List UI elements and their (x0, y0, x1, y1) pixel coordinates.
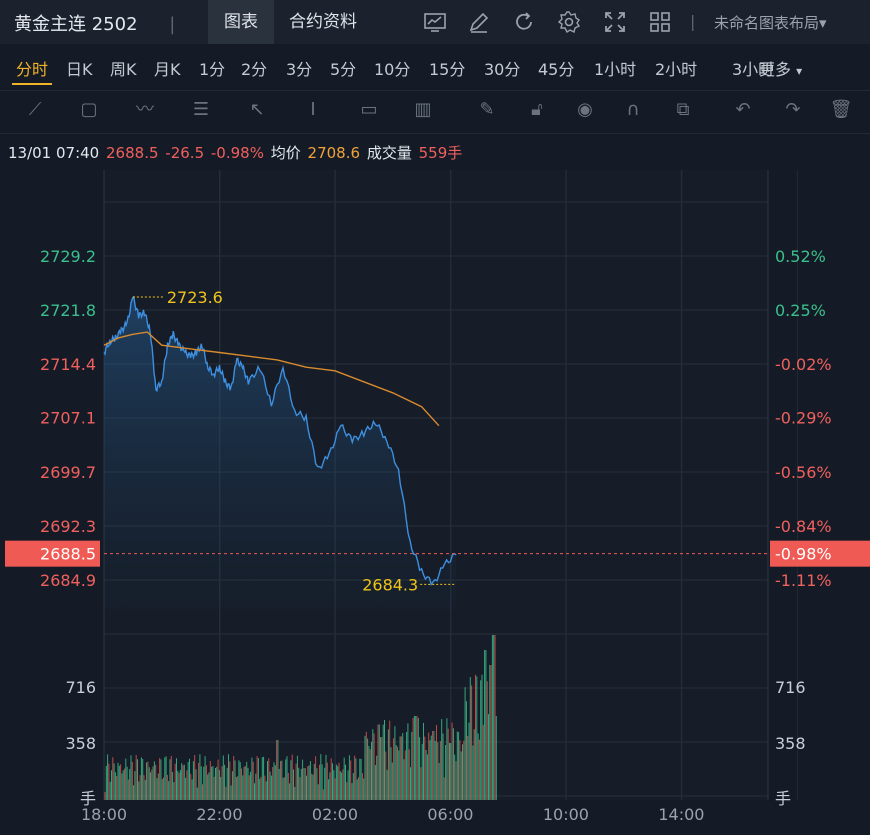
fib-icon[interactable]: ☰ (192, 99, 210, 120)
y-tick-label: 2699.7 (40, 463, 96, 482)
period-option-14[interactable]: 3小时 (732, 60, 775, 79)
title-separator: | (169, 14, 176, 35)
quote-change: -26.5 (165, 144, 205, 162)
volume-tick-label-left: 358 (65, 734, 96, 753)
avg-label: 均价 (270, 144, 301, 162)
instrument-name: 黄金主连 2502 (14, 14, 138, 35)
period-option-5[interactable]: 2分 (241, 60, 268, 79)
pct-tick-label: 0.25% (775, 301, 826, 320)
x-tick-label: 10:00 (543, 805, 589, 824)
refresh-icon[interactable] (512, 10, 536, 34)
rectangle-icon[interactable]: ▢ (80, 99, 98, 120)
redo-icon[interactable]: ↷ (785, 99, 801, 120)
volume-unit-left: 手 (80, 789, 96, 808)
lock-icon[interactable]: 🔓︎ (531, 99, 543, 120)
high-label: 2723.6 (167, 288, 223, 307)
pct-tick-label: -1.11% (775, 571, 832, 590)
quote-info-bar: 13/01 07:40 2688.5 -26.5 -0.98% 均价 2708.… (8, 142, 464, 163)
current-price-badge (5, 540, 100, 567)
magnet-icon[interactable]: ∩ (626, 99, 640, 120)
layers-icon[interactable]: ⧉ (676, 99, 690, 120)
period-option-10[interactable]: 30分 (484, 60, 521, 79)
quote-time: 13/01 07:40 (8, 144, 100, 162)
period-option-8[interactable]: 10分 (374, 60, 411, 79)
volume-value: 559手 (418, 144, 463, 162)
period-option-3[interactable]: 月K (154, 60, 181, 79)
instrument-title: 黄金主连 2502 | (14, 10, 175, 36)
chart-line-icon[interactable] (423, 10, 447, 34)
x-tick-label: 18:00 (81, 805, 127, 824)
arrow-icon[interactable]: ↖ (249, 99, 265, 120)
more-periods-button[interactable]: 更多 ▾ (759, 56, 802, 80)
text-cursor-icon[interactable]: Ⅰ (310, 99, 316, 120)
volume-tick-label-right: 358 (775, 734, 806, 753)
pct-tick-label: -0.29% (775, 409, 832, 428)
gear-icon[interactable] (557, 10, 581, 34)
grid-icon[interactable] (648, 10, 672, 34)
pct-tick-label: -0.02% (775, 355, 832, 374)
period-option-12[interactable]: 1小时 (594, 60, 637, 79)
volume-unit-right: 手 (775, 789, 791, 808)
avg-value: 2708.6 (307, 144, 361, 162)
y-tick-label: 2684.9 (40, 571, 96, 590)
pct-tick-label: -0.84% (775, 517, 832, 536)
intraday-chart[interactable]: 2723.6 2684.3 2729.2 0.52% 2721.8 0.25% 2714.4… (0, 170, 870, 835)
x-tick-label: 02:00 (312, 805, 358, 824)
chevron-down-icon: ▾ (796, 64, 803, 78)
period-intraday[interactable]: 分时 (16, 60, 49, 79)
layout-dropdown[interactable]: 未命名图表布局▾ (714, 12, 827, 33)
pct-tick-label: -0.56% (775, 463, 832, 482)
quote-change-pct: -0.98% (210, 144, 264, 162)
period-option-6[interactable]: 3分 (286, 60, 313, 79)
pct-tick-label: 0.52% (775, 247, 826, 266)
tab-chart[interactable]: 图表 (208, 0, 274, 44)
y-tick-label: 2721.8 (40, 301, 96, 320)
quote-price: 2688.5 (106, 144, 159, 162)
x-tick-label: 14:00 (658, 805, 704, 824)
pencil-icon[interactable] (467, 10, 491, 34)
period-option-11[interactable]: 45分 (538, 60, 575, 79)
volume-tick-label-right: 716 (775, 678, 806, 697)
low-label: 2684.3 (362, 575, 418, 594)
eye-icon[interactable]: ◉ (577, 99, 593, 120)
current-pct-badge (770, 540, 870, 567)
volume-tick-label-left: 716 (65, 678, 96, 697)
average-price-line (103, 331, 440, 427)
volume-label: 成交量 (366, 144, 412, 162)
y-tick-label: 2692.3 (40, 517, 96, 536)
x-tick-label: 22:00 (196, 805, 242, 824)
period-option-2[interactable]: 周K (110, 60, 137, 79)
y-tick-label: 2707.1 (40, 409, 96, 428)
label-icon[interactable]: ▭ (360, 99, 378, 120)
drawing-toolbar (0, 90, 870, 134)
more-label: 更多 (759, 60, 792, 79)
header-separator: | (690, 12, 696, 31)
trend-line-icon[interactable]: ⟋ (28, 99, 42, 120)
active-period-underline (12, 83, 52, 85)
y-tick-label: 2729.2 (40, 247, 96, 266)
undo-icon[interactable]: ↶ (735, 99, 751, 120)
price-line (103, 295, 457, 586)
layout-label: 未命名图表布局 (714, 14, 820, 32)
chevron-down-icon: ▾ (819, 14, 827, 32)
brush-icon[interactable]: ✎ (479, 99, 495, 120)
current-pct-text: -0.98% (775, 545, 832, 564)
period-option-13[interactable]: 2小时 (655, 60, 698, 79)
bar-pattern-icon[interactable]: ▥ (414, 99, 432, 120)
period-option-9[interactable]: 15分 (429, 60, 466, 79)
period-option-4[interactable]: 1分 (199, 60, 226, 79)
wave-icon[interactable]: 〰 (136, 99, 154, 120)
fullscreen-icon[interactable] (603, 10, 627, 34)
period-option-1[interactable]: 日K (66, 60, 93, 79)
trash-icon[interactable]: 🗑︎ (829, 99, 853, 120)
current-price-text: 2688.5 (40, 545, 96, 564)
y-tick-label: 2714.4 (40, 355, 96, 374)
x-tick-label: 06:00 (427, 805, 473, 824)
price-area (104, 296, 457, 610)
tab-contract-info[interactable]: 合约资料 (289, 12, 357, 32)
period-option-7[interactable]: 5分 (330, 60, 357, 79)
